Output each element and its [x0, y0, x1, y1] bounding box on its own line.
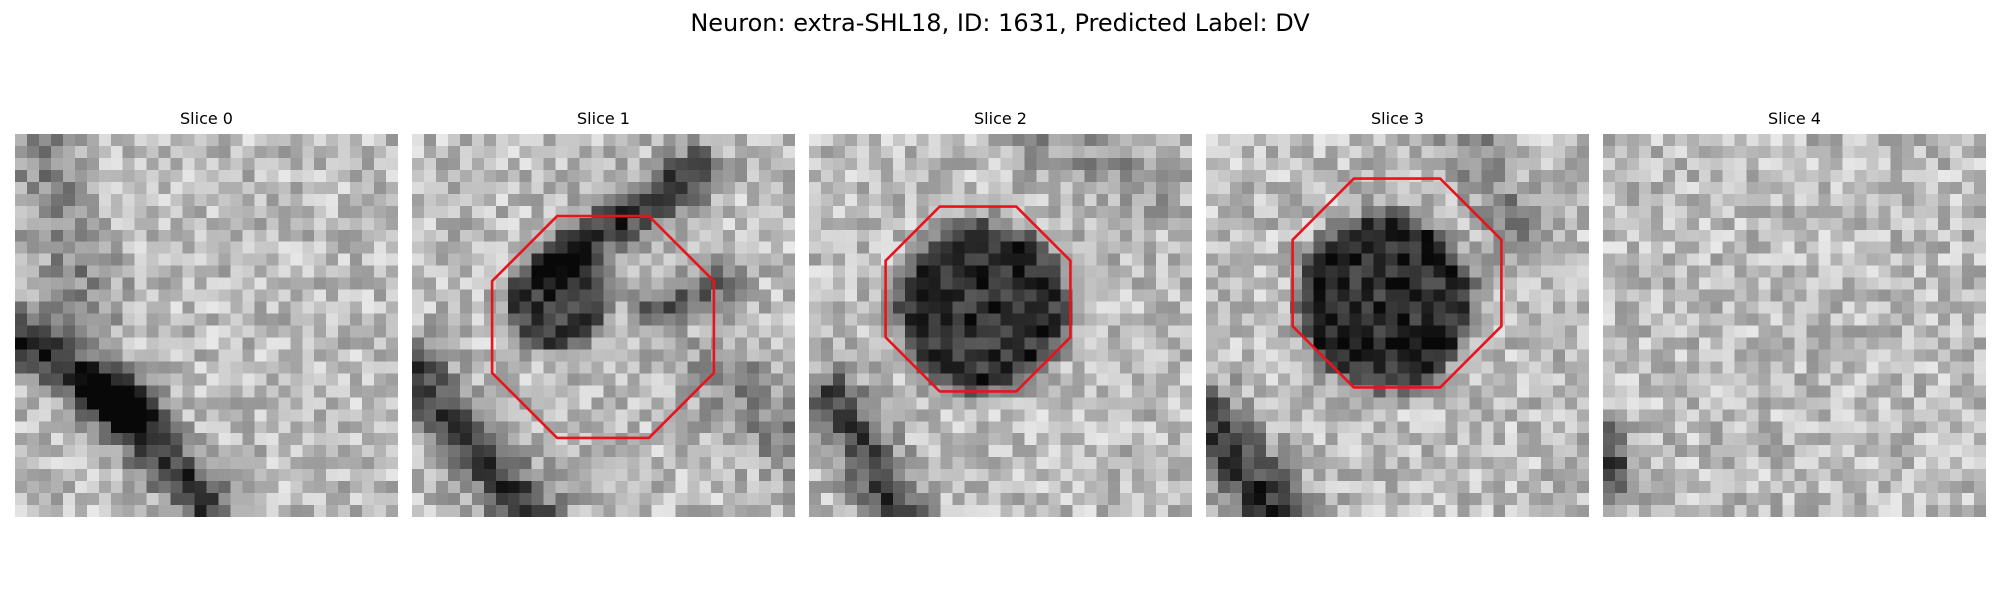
slice-image	[15, 134, 398, 517]
slice-title: Slice 4	[1768, 109, 1821, 128]
slice-image	[412, 134, 795, 517]
roi-outline	[884, 205, 1072, 393]
slice-image	[1206, 134, 1589, 517]
slice-title: Slice 3	[1371, 109, 1424, 128]
roi-outline	[1291, 177, 1503, 389]
slice-pixels	[15, 134, 398, 517]
slice-title: Slice 1	[577, 109, 630, 128]
slice-pixels	[1206, 134, 1589, 517]
slice-image	[809, 134, 1192, 517]
slice-title: Slice 0	[180, 109, 233, 128]
slice-image	[1603, 134, 1986, 517]
figure-title: Neuron: extra-SHL18, ID: 1631, Predicted…	[690, 9, 1310, 37]
slice-pixels	[412, 134, 795, 517]
slice-title: Slice 2	[974, 109, 1027, 128]
roi-outline	[490, 214, 716, 440]
slice-pixels	[1603, 134, 1986, 517]
slice-pixels	[809, 134, 1192, 517]
